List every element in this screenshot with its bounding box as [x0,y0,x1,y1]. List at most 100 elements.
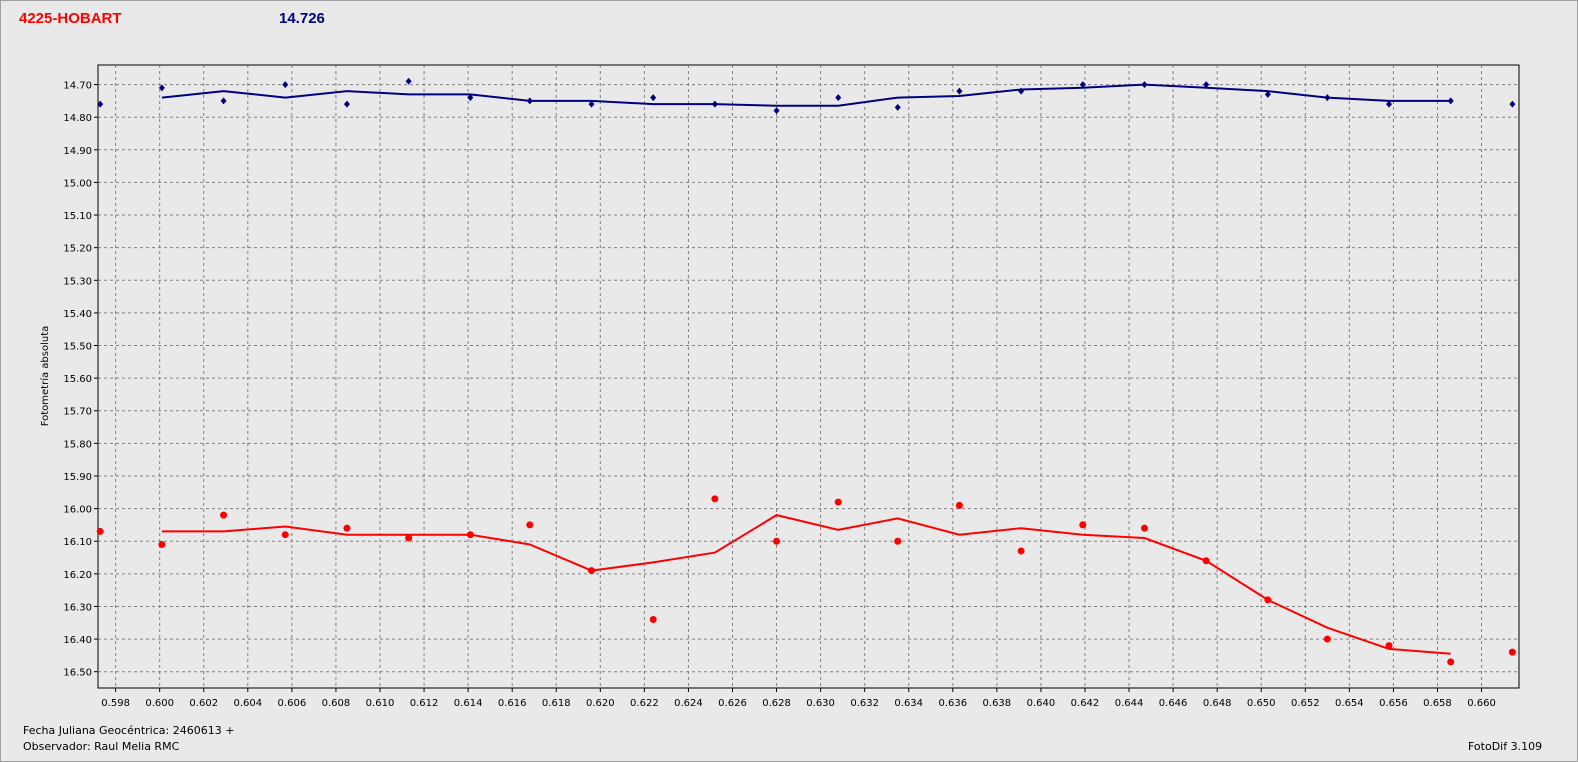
series [96,77,1516,666]
x-tick-label: 0.608 [322,698,351,709]
x-tick-label: 0.654 [1335,698,1364,709]
y-tick-label: 15.60 [63,374,92,385]
series-1-point [955,501,963,509]
x-tick-label: 0.622 [630,698,659,709]
observer-label: Observador: Raul Melia RMC [23,740,180,753]
y-tick-label: 14.80 [63,113,92,124]
software-version: FotoDif 3.109 [1468,740,1543,753]
x-tick-label: 0.632 [850,698,879,709]
series-1-point [711,495,719,503]
y-tick-label: 15.70 [63,407,92,418]
series-0-point [282,81,289,89]
y-tick-label: 15.40 [63,309,92,320]
series-1-point [1079,521,1087,529]
series-1-point [158,540,166,548]
y-tick-label: 16.00 [63,505,92,516]
series-1-point [281,531,289,539]
y-axis: 14.70 14.80 14.90 15.00 15.10 15.20 15.30 15.40… [63,81,98,679]
series-0-point [894,103,901,111]
series-1-point [894,537,902,545]
series-0-point [835,94,842,102]
x-tick-label: 0.652 [1291,698,1320,709]
x-tick-label: 0.602 [189,698,218,709]
y-tick-label: 15.20 [63,244,92,255]
x-tick-label: 0.646 [1159,698,1188,709]
x-tick-label: 0.600 [145,698,174,709]
x-tick-label: 0.642 [1071,698,1100,709]
series-1-point [343,524,351,532]
x-tick-label: 0.660 [1467,698,1496,709]
series-0-point [1447,97,1454,105]
plot-area [97,64,1520,689]
series-1-point [1202,557,1210,565]
series-1-point [526,521,534,529]
x-tick-label: 0.638 [983,698,1012,709]
x-tick-label: 0.634 [894,698,923,709]
x-tick-label: 0.630 [806,698,835,709]
series-0-point [956,87,963,95]
y-tick-label: 14.90 [63,146,92,157]
x-tick-label: 0.648 [1203,698,1232,709]
series-1-point [466,531,474,539]
series-0-point [1264,90,1271,98]
series-0-point [97,100,104,108]
series-1-point [96,527,104,535]
x-tick-label: 0.620 [586,698,615,709]
series-0-point [158,84,165,92]
series-1-point [1508,648,1516,656]
series-1-point [220,511,228,519]
object-name: 4225-HOBART [19,10,122,27]
x-tick-label: 0.616 [498,698,527,709]
y-axis-label: Fotometría absoluta [39,326,51,427]
series-0-point [467,94,474,102]
y-tick-label: 15.30 [63,276,92,287]
series-0-fit-line [161,83,1451,107]
x-tick-label: 0.640 [1027,698,1056,709]
y-tick-label: 16.50 [63,668,92,679]
series-1-point [1264,596,1272,604]
series-1-fit-line [161,514,1451,655]
series-0-point [773,107,780,115]
series-0-point [526,97,533,105]
x-tick-label: 0.624 [674,698,703,709]
x-tick-label: 0.610 [366,698,395,709]
series-1-point [834,498,842,506]
x-tick-label: 0.656 [1379,698,1408,709]
series-1-point [649,616,657,624]
x-tick-label: 0.626 [718,698,747,709]
series-1-point [1323,635,1331,643]
series-0-point [220,97,227,105]
series-0-point [588,100,595,108]
series-0-point [1018,87,1025,95]
x-tick-label: 0.644 [1115,698,1144,709]
series-0-point [1509,100,1516,108]
x-tick-label: 0.606 [278,698,307,709]
series-0-point [1079,81,1086,89]
y-tick-label: 15.10 [63,211,92,222]
x-tick-label: 0.618 [542,698,571,709]
x-tick-label: 0.636 [938,698,967,709]
y-tick-label: 16.10 [63,537,92,548]
y-tick-label: 15.00 [63,178,92,189]
series-0-point [343,100,350,108]
series-0-point [405,77,412,85]
x-tick-label: 0.658 [1423,698,1452,709]
x-tick-label: 0.650 [1247,698,1276,709]
series-1-point [1447,658,1455,666]
grid [98,65,1519,688]
series-1-point [773,537,781,545]
series-1-point [1140,524,1148,532]
reference-magnitude: 14.726 [279,10,325,27]
series-1-point [587,567,595,575]
x-tick-label: 0.628 [762,698,791,709]
series-0-point [1203,81,1210,89]
x-axis: 0.598 0.600 0.602 0.604 0.606 0.608 0.610 0.612… [101,688,1496,709]
y-tick-label: 14.70 [63,81,92,92]
x-tick-label: 0.614 [454,698,483,709]
series-0-point [711,100,718,108]
y-tick-label: 16.20 [63,570,92,581]
x-tick-label: 0.604 [233,698,262,709]
series-0-point [1386,100,1393,108]
series-0-point [650,94,657,102]
